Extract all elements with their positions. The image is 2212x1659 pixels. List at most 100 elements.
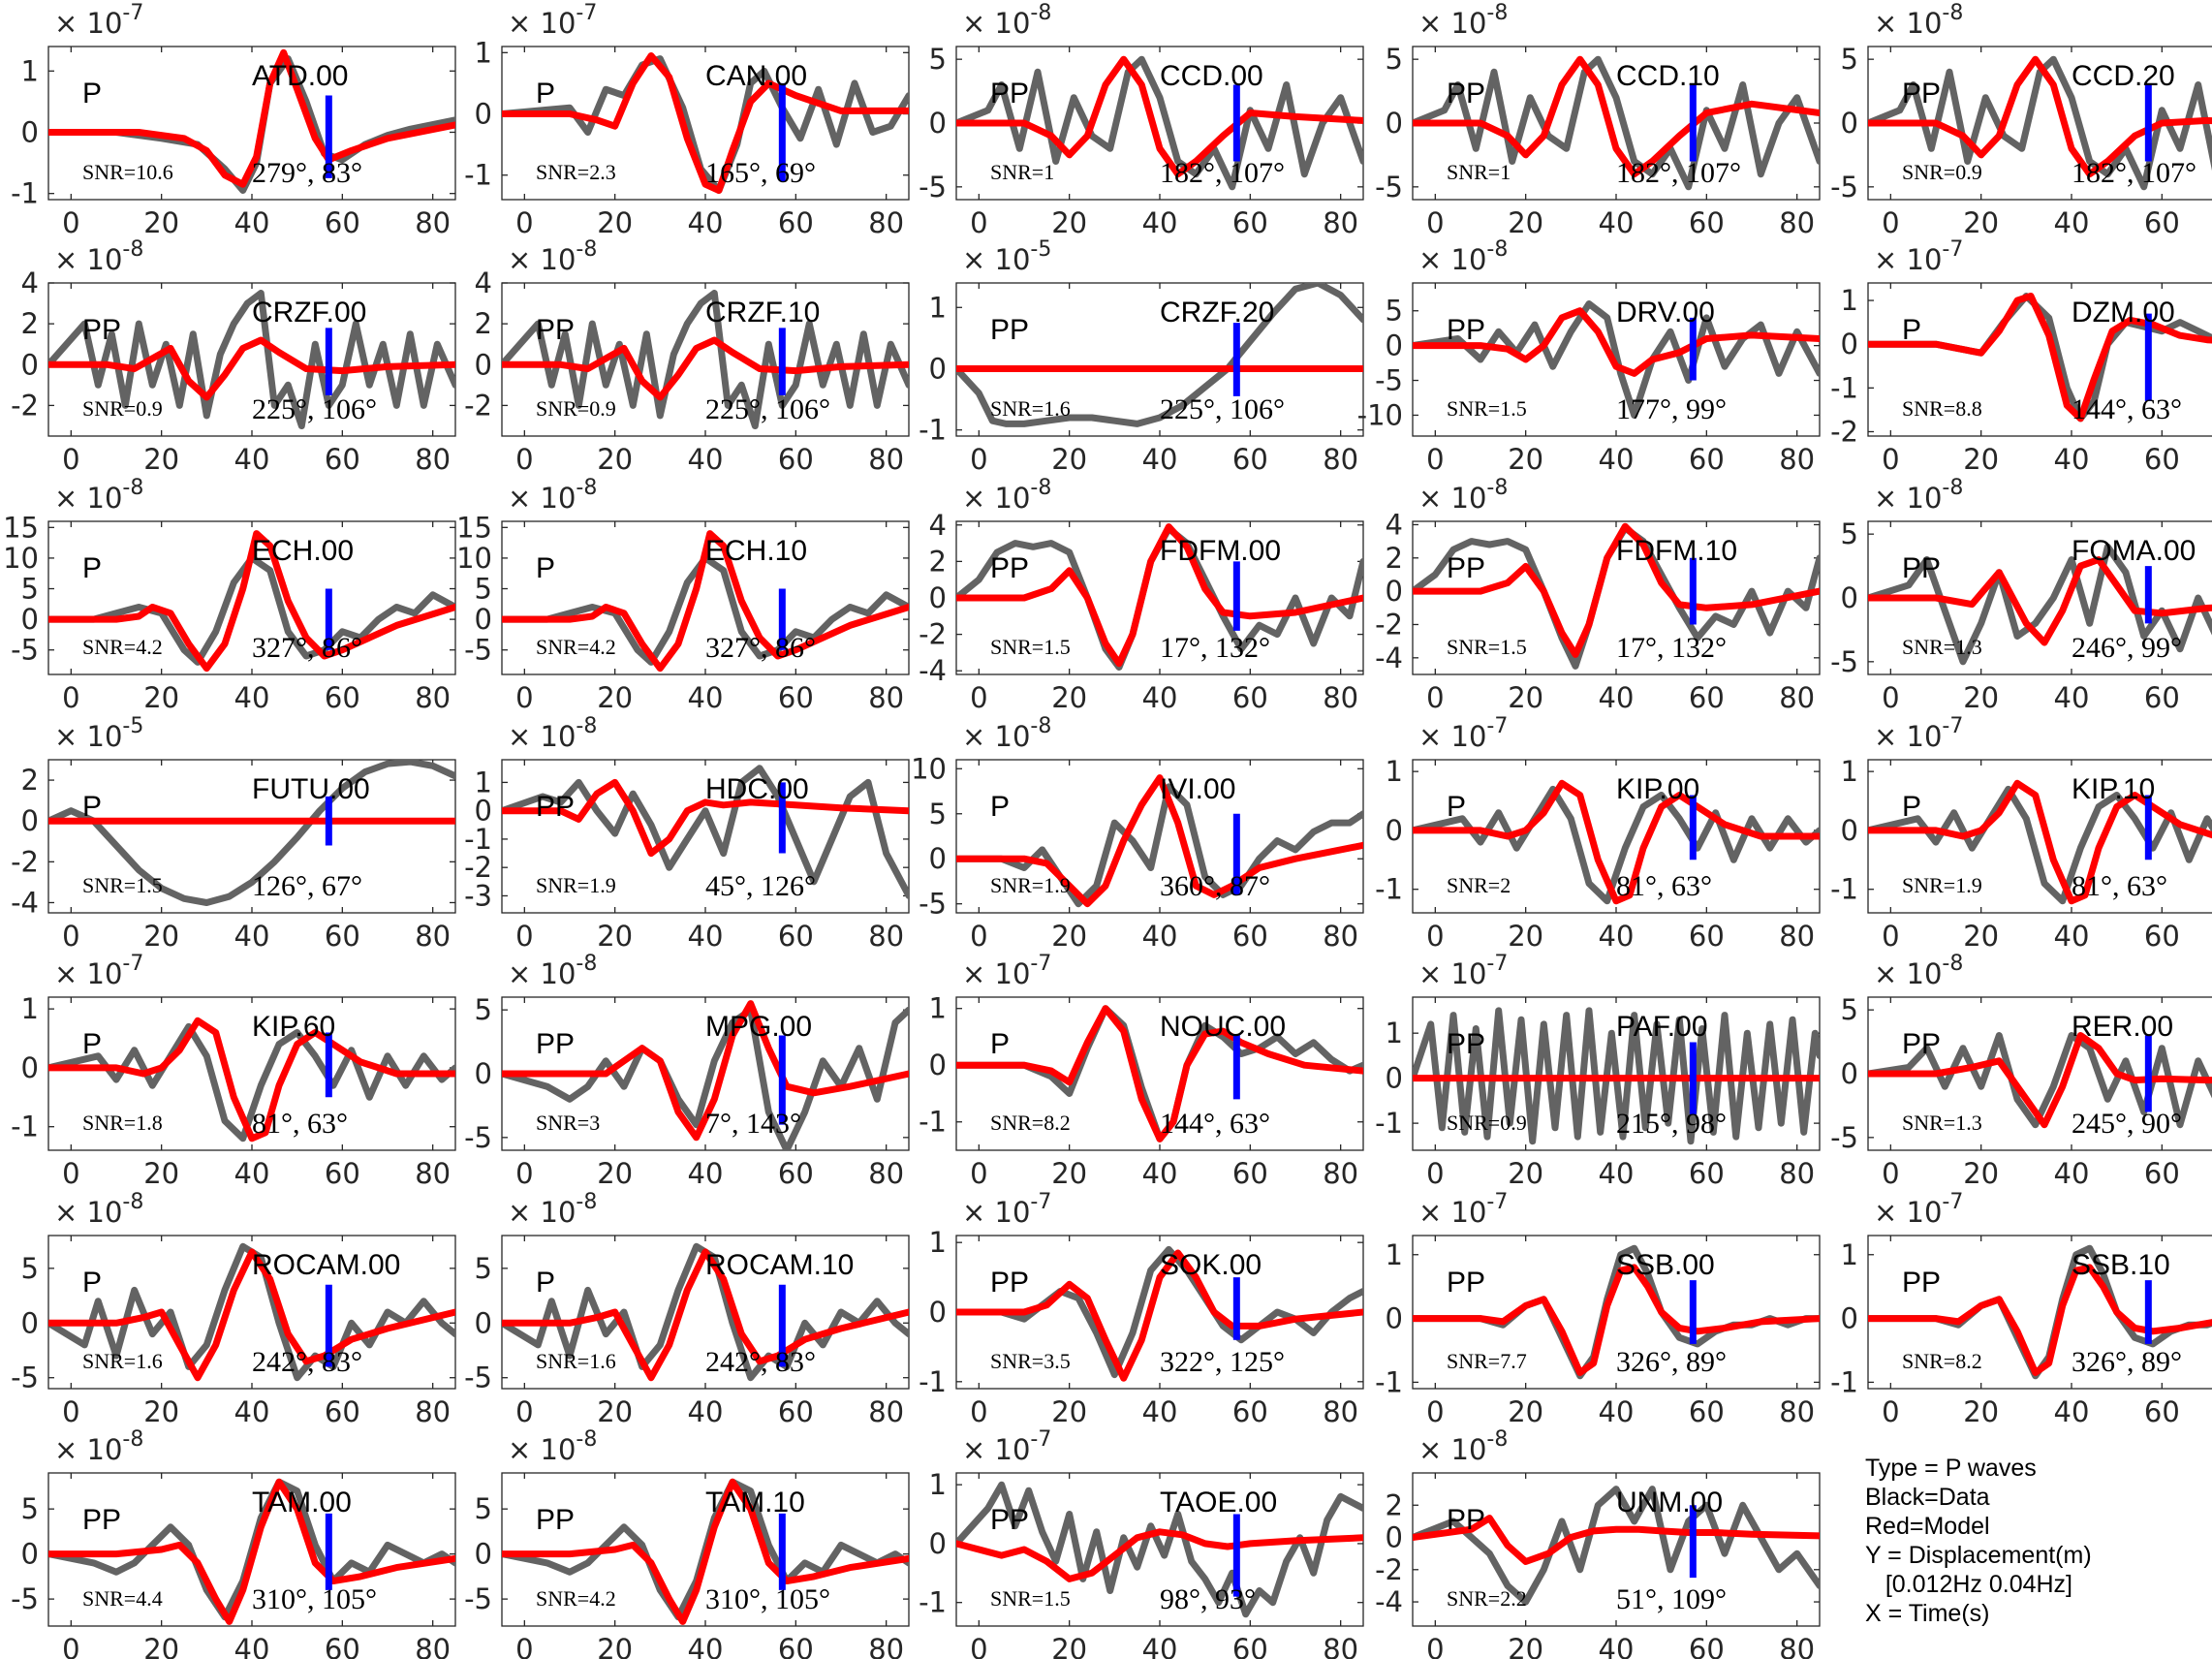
phase-label: PP: [990, 1267, 1029, 1299]
legend-line-data: Black=Data: [1865, 1484, 1990, 1511]
x-tick-label: 20: [1051, 920, 1087, 953]
y-exponent-label: × 10-7: [1418, 714, 1508, 753]
y-tick-label: -2: [1830, 415, 1858, 448]
y-exponent-power: -8: [1486, 237, 1508, 262]
x-tick-label: 20: [597, 920, 633, 953]
station-label: CCD.20: [2072, 60, 2175, 92]
y-tick-label: 5: [1386, 295, 1403, 328]
y-exponent-label: × 10-8: [54, 1190, 143, 1229]
x-tick-label: 60: [1232, 206, 1268, 239]
x-tick-label: 60: [778, 443, 814, 476]
phase-label: PP: [536, 791, 575, 823]
y-tick-label: -5: [1830, 171, 1858, 203]
x-tick-label: 80: [868, 443, 904, 476]
angles-label: 327°, 86°: [705, 632, 816, 664]
x-tick-label: 80: [868, 1395, 904, 1428]
model-series-line: [48, 1478, 455, 1625]
x-tick-label: 80: [415, 920, 451, 953]
model-series-line: [48, 1248, 455, 1382]
y-tick-label: 0: [929, 1527, 947, 1560]
y-tick-label: 0: [929, 1296, 947, 1329]
y-exponent-label: × 10-8: [1874, 1, 1963, 40]
station-label: SSB.10: [2072, 1249, 2170, 1281]
station-label: MPG.00: [705, 1011, 812, 1043]
subplot-atd-00: 0 20 40 60 80 1 0 -1 × 10-7 ATD.00 P SNR=10.6 279°, …: [11, 1, 456, 239]
phase-label: PP: [1447, 552, 1485, 584]
y-tick-label: 2: [1386, 542, 1403, 575]
y-tick-label: 0: [929, 842, 947, 875]
phase-label: P: [536, 1267, 555, 1299]
subplot-can-00: 0 20 40 60 80 1 0 -1 × 10-7 CAN.00 P SNR=2.3 165°, 6…: [464, 1, 910, 239]
station-label: CAN.00: [705, 60, 807, 92]
x-tick-label: 0: [970, 1157, 987, 1190]
x-tick-label: 60: [325, 920, 360, 953]
y-exponent-label: × 10-8: [1418, 237, 1508, 276]
y-tick-label: 15: [3, 511, 39, 544]
y-exponent-power: -7: [1030, 1190, 1051, 1214]
x-tick-label: 60: [1232, 1633, 1268, 1659]
x-tick-label: 80: [1323, 681, 1358, 714]
angles-label: 98°, 93°: [1160, 1583, 1256, 1615]
station-label: ECH.10: [705, 535, 807, 567]
x-tick-label: 40: [2054, 681, 2090, 714]
station-label: ATD.00: [252, 60, 348, 92]
y-tick-label: -1: [464, 823, 492, 856]
y-tick-label: -5: [464, 1121, 492, 1154]
y-tick-label: 5: [1386, 43, 1403, 76]
y-tick-label: -1: [11, 177, 39, 210]
x-tick-label: 20: [1051, 1157, 1087, 1190]
y-tick-label: 5: [929, 43, 947, 76]
station-label: FUTU.00: [252, 773, 370, 805]
x-tick-label: 60: [1689, 920, 1725, 953]
x-tick-label: 0: [1426, 1395, 1444, 1428]
x-tick-label: 0: [970, 206, 987, 239]
y-tick-label: 0: [475, 1538, 492, 1571]
y-tick-label: 0: [475, 1057, 492, 1090]
y-tick-label: 0: [1386, 1521, 1403, 1554]
y-tick-label: -5: [464, 634, 492, 667]
x-tick-label: 80: [415, 1395, 451, 1428]
x-tick-label: 20: [1963, 920, 1999, 953]
x-tick-label: 80: [1323, 1157, 1358, 1190]
y-tick-label: 4: [21, 266, 39, 299]
x-tick-label: 60: [778, 681, 814, 714]
station-label: CRZF.00: [252, 297, 366, 329]
angles-label: 225°, 106°: [705, 393, 830, 425]
y-exponent-power: -8: [1486, 476, 1508, 500]
y-tick-label: 4: [475, 266, 492, 299]
angles-label: 144°, 63°: [1160, 1108, 1270, 1140]
x-tick-label: 20: [143, 920, 179, 953]
x-tick-label: 40: [234, 1157, 270, 1190]
snr-label: SNR=8.2: [1902, 1349, 1982, 1373]
y-exponent-label: × 10-7: [962, 952, 1051, 990]
y-tick-label: 1: [1841, 755, 1858, 788]
subplot-ccd-00: 0 20 40 60 80 5 0 -5 × 10-8 CCD.00 PP SNR=1 182°, 10…: [919, 1, 1364, 239]
angles-label: 7°, 143°: [705, 1108, 801, 1140]
x-tick-label: 20: [597, 1157, 633, 1190]
model-series-line: [1413, 55, 1820, 178]
model-series-line: [1413, 307, 1820, 377]
snr-label: SNR=4.2: [536, 1586, 616, 1611]
x-tick-label: 60: [778, 1395, 814, 1428]
angles-label: 279°, 83°: [252, 157, 362, 189]
y-exponent-label: × 10-8: [508, 714, 597, 753]
legend-line-band: [0.012Hz 0.04Hz]: [1865, 1571, 2073, 1598]
y-exponent-power: -7: [1486, 952, 1508, 976]
phase-label: P: [82, 791, 102, 823]
station-label: TAM.10: [705, 1487, 805, 1518]
y-exponent-power: -8: [1030, 714, 1051, 738]
y-tick-label: 0: [475, 1306, 492, 1339]
y-tick-label: 0: [21, 1306, 39, 1339]
y-tick-label: 0: [21, 115, 39, 148]
x-tick-label: 40: [1599, 206, 1635, 239]
phase-label: PP: [536, 314, 575, 346]
station-label: KIP.00: [1616, 773, 1699, 805]
x-tick-label: 20: [143, 1157, 179, 1190]
